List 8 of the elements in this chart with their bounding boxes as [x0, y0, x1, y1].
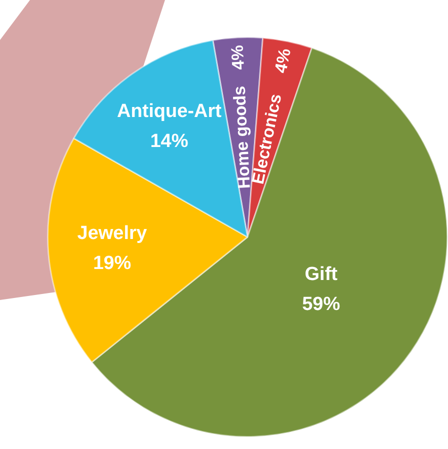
data-label: 14%	[150, 131, 188, 152]
data-label: 4%	[271, 46, 295, 75]
slice-label: Antique-Art	[116, 101, 222, 122]
data-label: 59%	[302, 294, 340, 315]
data-label: 4%	[228, 44, 248, 70]
data-label: 19%	[93, 253, 132, 274]
slice-label: Jewelry	[77, 223, 148, 244]
slice-label: Gift	[304, 264, 338, 285]
